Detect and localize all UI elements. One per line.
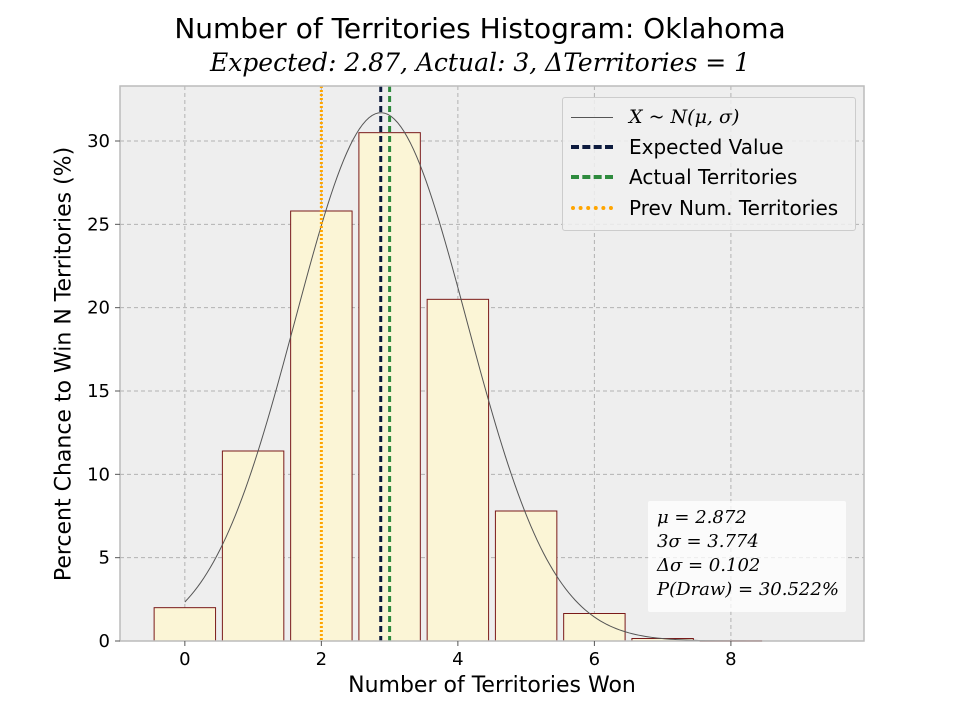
- y-tick-label: 25: [87, 214, 110, 235]
- legend-label: Expected Value: [629, 135, 784, 159]
- stat-mean: μ = 2.872: [657, 507, 747, 528]
- stats-box: μ = 2.872 3σ = 3.774 Δσ = 0.102 P(Draw) …: [648, 501, 846, 612]
- legend: X ~ N(μ, σ) Expected Value Actual Territ…: [562, 97, 856, 231]
- y-tick-label: 5: [99, 548, 110, 569]
- legend-item-expected: Expected Value: [571, 134, 784, 160]
- y-tick-label: 30: [87, 131, 110, 152]
- legend-label: Prev Num. Territories: [629, 196, 839, 220]
- histogram-bar: [153, 607, 217, 642]
- chart-subtitle: Expected: 2.87, Actual: 3, ΔTerritories …: [209, 48, 751, 77]
- legend-label: Actual Territories: [629, 165, 798, 189]
- legend-label: X ~ N(μ, σ): [629, 106, 740, 128]
- y-tick-label: 20: [87, 298, 110, 319]
- x-tick-label: 2: [316, 649, 327, 670]
- histogram-bar: [494, 510, 558, 642]
- histogram-bar: [563, 613, 626, 642]
- y-tick-label: 10: [87, 464, 110, 485]
- legend-item-normal: X ~ N(μ, σ): [571, 104, 739, 130]
- x-tick-label: 8: [725, 649, 736, 670]
- chart-title: Number of Territories Histogram: Oklahom…: [174, 12, 786, 45]
- y-tick-label: 15: [87, 381, 110, 402]
- x-axis-label: Number of Territories Won: [348, 673, 636, 698]
- x-tick-label: 0: [179, 649, 190, 670]
- stat-p-draw: P(Draw) = 30.522%: [657, 579, 839, 600]
- legend-item-actual: Actual Territories: [571, 164, 797, 190]
- stat-three-sigma: 3σ = 3.774: [657, 531, 759, 552]
- x-tick-label: 4: [452, 649, 463, 670]
- legend-swatch-prev: [571, 206, 613, 210]
- legend-swatch-actual: [571, 175, 613, 179]
- y-tick-label: 0: [99, 631, 110, 652]
- stat-delta-sigma: Δσ = 0.102: [657, 555, 761, 576]
- axes-frame: [119, 85, 865, 642]
- histogram-bar: [221, 450, 285, 642]
- legend-swatch-expected: [571, 145, 613, 149]
- histogram-bar: [426, 298, 490, 642]
- legend-swatch-normal: [571, 116, 613, 118]
- y-axis-label: Percent Chance to Win N Territories (%): [51, 146, 77, 582]
- x-tick-label: 6: [589, 649, 600, 670]
- legend-item-prev: Prev Num. Territories: [571, 195, 838, 221]
